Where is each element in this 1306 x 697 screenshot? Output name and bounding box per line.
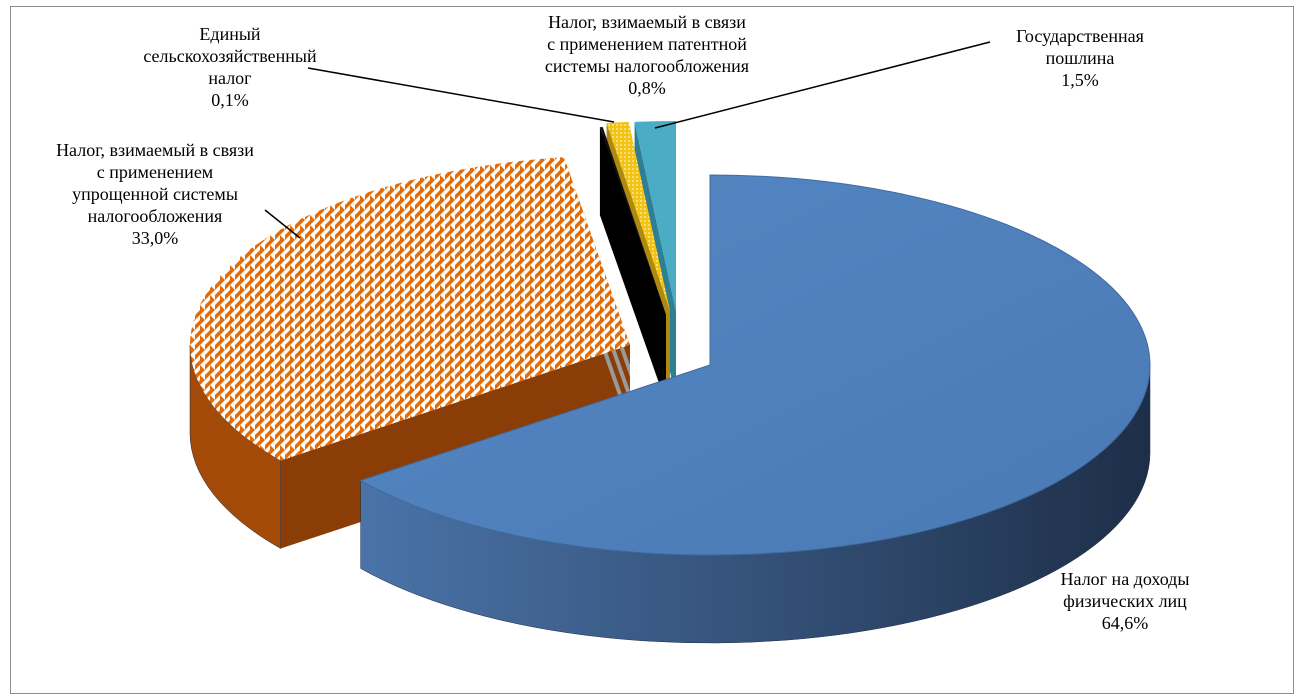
data-label-4: Налог, взимаемый в связи с применением па… — [545, 12, 749, 98]
data-label-1: Налог на доходы физических лиц 64,6% — [1061, 569, 1190, 633]
pie-slice-4 — [606, 121, 670, 311]
leader-line-5 — [654, 41, 991, 129]
leader-line-2 — [264, 209, 301, 239]
data-label-2: Налог, взимаемый в связи с применением упр… — [56, 140, 254, 248]
chart-frame — [10, 6, 1294, 694]
slice-wall-3-1 — [599, 127, 666, 404]
leader-line-3 — [307, 67, 615, 123]
data-label-3: Единый сельскохозяйственный налог 0,1% — [143, 24, 317, 110]
pie-slice-2 — [189, 157, 630, 461]
pie-slice-5 — [634, 121, 676, 311]
pie-slice-1 — [359, 174, 1151, 556]
data-label-5: Государственная пошлина 1,5% — [1016, 26, 1144, 90]
pie-slice-3 — [599, 126, 666, 316]
